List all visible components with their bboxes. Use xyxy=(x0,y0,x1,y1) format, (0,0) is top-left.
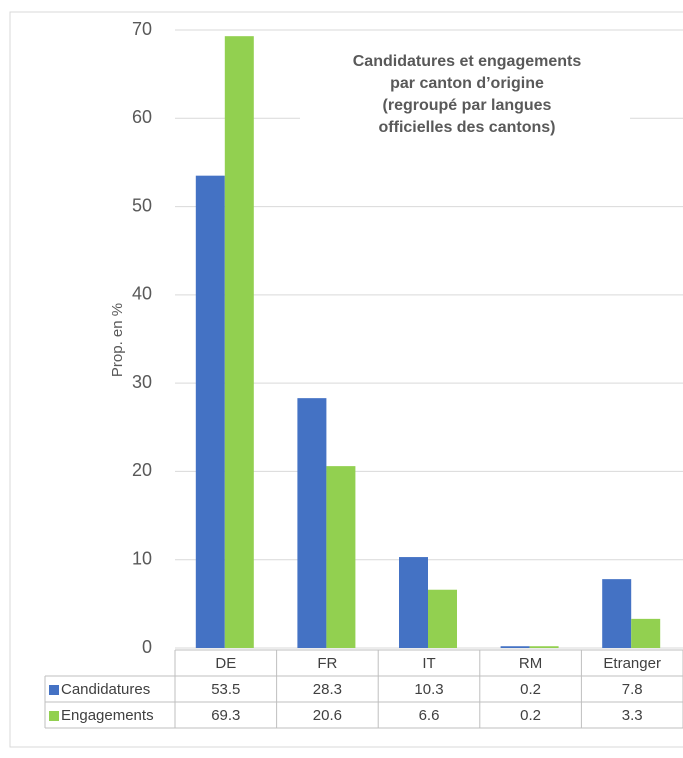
y-axis-label: Prop. en % xyxy=(109,303,126,377)
y-tick-label: 70 xyxy=(132,19,152,39)
y-tick-label: 40 xyxy=(132,284,152,304)
bar xyxy=(602,579,632,648)
bar xyxy=(195,175,225,648)
legend-swatch xyxy=(49,711,59,721)
bar xyxy=(224,36,254,649)
y-tick-label: 0 xyxy=(142,637,152,657)
y-tick-label: 20 xyxy=(132,460,152,480)
x-tick-label: DE xyxy=(215,655,236,672)
bar xyxy=(297,398,327,648)
chart-title: (regroupé par langues xyxy=(383,97,552,114)
legend-label: Candidatures xyxy=(61,681,150,698)
bar xyxy=(631,618,661,648)
chart-title: par canton d’origine xyxy=(390,75,544,92)
x-tick-label: FR xyxy=(317,655,337,672)
legend-swatch xyxy=(49,685,59,695)
x-tick-label: RM xyxy=(519,655,542,672)
table-value: 0.2 xyxy=(520,681,541,698)
y-tick-label: 60 xyxy=(132,107,152,127)
x-tick-label: IT xyxy=(422,655,435,672)
table-value: 20.6 xyxy=(313,707,342,724)
bar xyxy=(529,646,559,648)
table-value: 7.8 xyxy=(622,681,643,698)
table-value: 10.3 xyxy=(414,681,443,698)
title-background xyxy=(300,48,630,142)
table-value: 0.2 xyxy=(520,707,541,724)
legend-label: Engagements xyxy=(61,707,154,724)
table-value: 6.6 xyxy=(419,707,440,724)
y-tick-label: 30 xyxy=(132,372,152,392)
bar xyxy=(428,589,457,648)
bar xyxy=(500,646,530,648)
table-value: 69.3 xyxy=(211,707,240,724)
bar xyxy=(326,466,356,648)
bar xyxy=(399,557,428,648)
y-tick-label: 10 xyxy=(132,548,152,568)
table-value: 28.3 xyxy=(313,681,342,698)
chart-title: officielles des cantons) xyxy=(379,119,556,136)
table-value: 3.3 xyxy=(622,707,643,724)
y-tick-label: 50 xyxy=(132,195,152,215)
x-tick-label: Etranger xyxy=(603,655,661,672)
chart-title: Candidatures et engagements xyxy=(353,53,582,70)
table-value: 53.5 xyxy=(211,681,240,698)
